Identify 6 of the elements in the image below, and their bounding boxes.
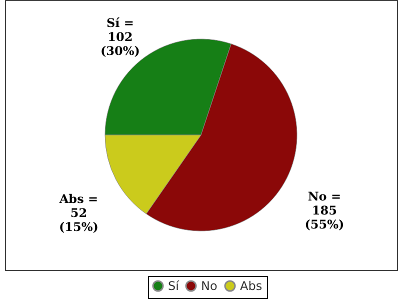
legend-label: Sí: [168, 279, 180, 293]
data-label: Abs = 52 (15%): [58, 192, 98, 234]
data-label: No = 185 (55%): [304, 190, 344, 232]
legend-label: Abs: [240, 279, 262, 293]
data-label: Sí = 102 (30%): [100, 16, 140, 58]
legend-label: No: [201, 279, 218, 293]
